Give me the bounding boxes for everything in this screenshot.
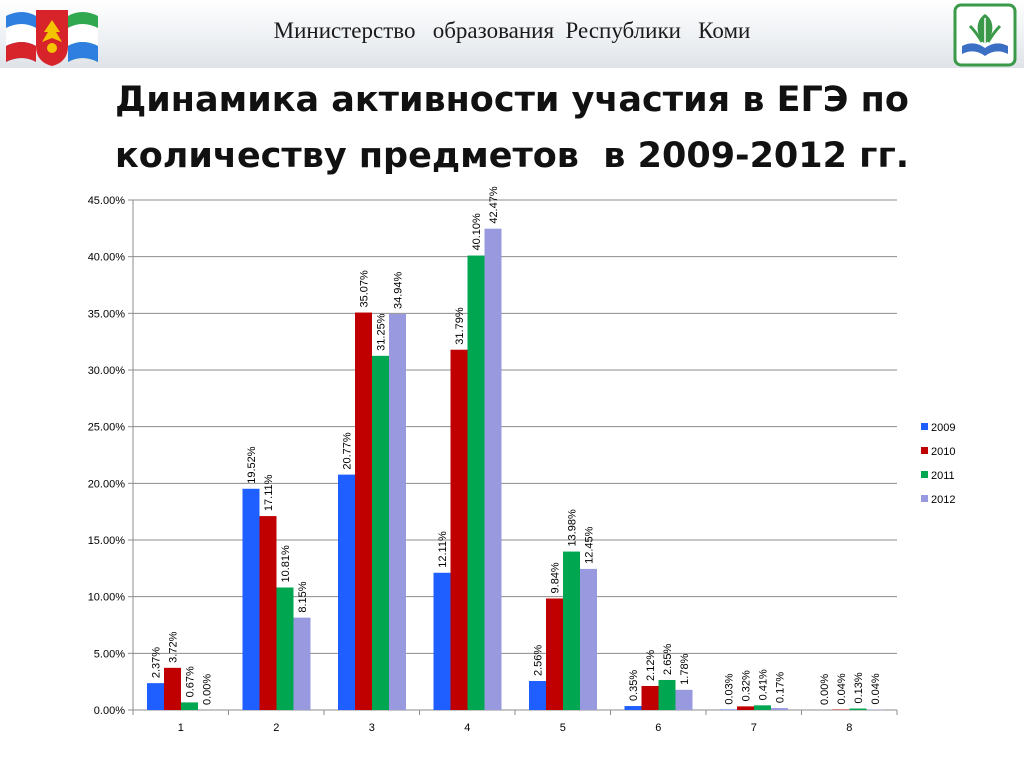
x-tick-label: 1 [178, 722, 184, 734]
komi-flag-emblem-icon [6, 10, 98, 66]
y-tick-label: 25.00% [88, 422, 126, 434]
data-label: 31.25% [376, 313, 388, 351]
y-tick-label: 20.00% [88, 478, 126, 490]
data-label: 3.72% [168, 631, 180, 662]
x-tick-label: 5 [560, 722, 566, 734]
header-band [0, 0, 1024, 68]
bar-2012-4 [484, 228, 502, 710]
bar-2011-1 [181, 702, 198, 710]
data-label: 2.56% [533, 645, 545, 676]
x-tick-label: 2 [273, 722, 279, 734]
y-tick-label: 40.00% [88, 252, 126, 264]
bar-chart: 0.00%5.00%10.00%15.00%20.00%25.00%30.00%… [88, 186, 956, 734]
legend-label-2011: 2011 [931, 470, 955, 482]
legend-label-2012: 2012 [931, 494, 955, 506]
legend-label-2009: 2009 [931, 422, 955, 434]
data-label: 10.81% [280, 545, 292, 583]
bar-2011-7 [754, 705, 771, 710]
bar-2012-6 [675, 689, 693, 710]
data-label: 0.41% [758, 669, 770, 700]
bar-2011-8 [849, 708, 867, 710]
data-label: 35.07% [359, 270, 371, 308]
education-book-logo-icon [953, 3, 1017, 67]
x-tick-label: 4 [464, 722, 470, 734]
data-label: 0.32% [741, 670, 753, 701]
data-label: 8.15% [297, 581, 309, 612]
bar-2009-5 [529, 680, 546, 710]
data-label: 0.17% [775, 672, 787, 703]
legend-swatch-2009 [921, 423, 928, 430]
bar-2012-7 [771, 708, 788, 710]
bar-2010-1 [164, 667, 181, 710]
data-label: 19.52% [246, 446, 258, 484]
data-label: 20.77% [342, 432, 354, 470]
data-label: 42.47% [488, 186, 500, 224]
bar-2012-2 [293, 617, 311, 710]
bar-2010-3 [355, 312, 372, 710]
y-tick-label: 15.00% [88, 535, 126, 547]
data-label: 0.35% [628, 670, 640, 701]
bar-2009-3 [338, 474, 355, 710]
data-label: 0.04% [836, 673, 848, 704]
slide-title: Динамика активности участия в ЕГЭ по кол… [20, 72, 1004, 184]
data-label: 0.13% [853, 672, 865, 703]
slide-title-line-1: Динамика активности участия в ЕГЭ по [115, 80, 909, 120]
slide-title-line-2: количеству предметов в 2009-2012 гг. [114, 136, 910, 176]
bar-2010-7 [737, 706, 754, 710]
x-tick-label: 6 [655, 722, 661, 734]
data-label: 0.04% [870, 673, 882, 704]
data-label: 12.11% [437, 531, 449, 568]
bar-2009-6 [624, 706, 642, 710]
y-tick-label: 45.00% [88, 195, 126, 207]
bar-2012-3 [389, 314, 406, 710]
data-label: 40.10% [471, 213, 483, 251]
data-label: 0.03% [724, 673, 736, 704]
y-tick-label: 0.00% [94, 705, 125, 717]
data-label: 13.98% [567, 509, 579, 547]
bar-2010-2 [259, 516, 277, 710]
data-label: 0.00% [202, 674, 214, 705]
data-label: 0.00% [819, 674, 831, 705]
x-tick-label: 7 [751, 722, 757, 734]
bar-2011-3 [372, 355, 389, 710]
x-tick-label: 8 [846, 722, 852, 734]
legend-swatch-2012 [921, 495, 928, 502]
y-tick-label: 5.00% [94, 648, 125, 660]
data-label: 1.78% [679, 653, 691, 684]
data-label: 9.84% [550, 562, 562, 593]
data-label: 17.11% [263, 474, 275, 511]
bar-2011-5 [563, 551, 580, 710]
x-tick-label: 3 [369, 722, 375, 734]
legend-swatch-2011 [921, 471, 928, 478]
bar-2009-2 [242, 488, 260, 710]
bar-2011-2 [276, 587, 294, 710]
bar-2011-6 [658, 679, 676, 710]
data-label: 34.94% [393, 271, 405, 309]
data-label: 2.65% [662, 644, 674, 675]
bar-2011-4 [467, 255, 485, 710]
bar-2009-1 [147, 683, 164, 710]
y-tick-label: 10.00% [88, 592, 126, 604]
data-label: 2.37% [151, 647, 163, 678]
bar-2009-4 [433, 572, 451, 710]
data-label: 31.79% [454, 307, 466, 345]
data-label: 12.45% [584, 526, 596, 564]
y-tick-label: 35.00% [88, 308, 126, 320]
legend-swatch-2010 [921, 447, 928, 454]
data-label: 0.67% [185, 666, 197, 697]
organization-name: Министерство образования Республики Коми [273, 18, 751, 43]
bar-2010-4 [450, 349, 468, 710]
bar-2010-5 [546, 598, 563, 710]
legend-label-2010: 2010 [931, 446, 955, 458]
bar-2012-5 [580, 568, 597, 710]
bar-2010-6 [641, 685, 659, 710]
y-tick-label: 30.00% [88, 365, 126, 377]
data-label: 2.12% [645, 650, 657, 681]
